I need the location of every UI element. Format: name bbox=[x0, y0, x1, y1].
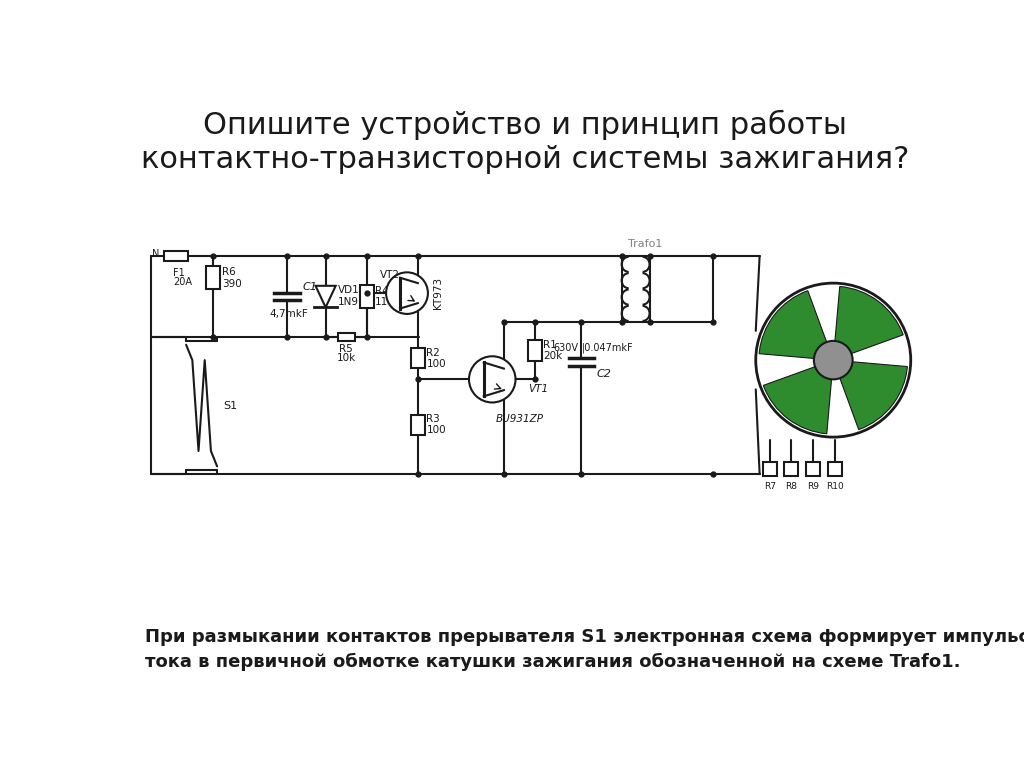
Text: 100: 100 bbox=[426, 359, 446, 369]
Bar bbox=[783, 462, 798, 475]
Text: 20k: 20k bbox=[544, 351, 562, 361]
Text: R1: R1 bbox=[544, 340, 557, 350]
Text: C2: C2 bbox=[597, 369, 611, 379]
Wedge shape bbox=[834, 286, 903, 360]
Text: 630V: 630V bbox=[553, 343, 579, 353]
Bar bbox=[411, 348, 425, 368]
Text: F1: F1 bbox=[173, 268, 184, 278]
Bar bbox=[411, 415, 425, 435]
Text: R10: R10 bbox=[826, 482, 844, 491]
Wedge shape bbox=[759, 290, 834, 360]
Text: 1N914: 1N914 bbox=[338, 297, 373, 307]
Bar bbox=[528, 339, 542, 361]
Text: R9: R9 bbox=[807, 482, 819, 491]
Text: VT2: VT2 bbox=[380, 270, 400, 280]
Text: контактно-транзисторной системы зажигания?: контактно-транзисторной системы зажигани… bbox=[140, 145, 909, 174]
Circle shape bbox=[814, 341, 853, 379]
Text: KT973: KT973 bbox=[432, 277, 442, 310]
Text: R6: R6 bbox=[222, 267, 236, 277]
Bar bbox=[164, 251, 188, 261]
Circle shape bbox=[756, 283, 910, 437]
Text: 10k: 10k bbox=[337, 353, 355, 362]
Bar bbox=[359, 285, 374, 308]
Bar bbox=[827, 462, 842, 475]
Wedge shape bbox=[834, 360, 907, 429]
Text: BU931ZP: BU931ZP bbox=[496, 415, 544, 425]
Text: 4,7mkF: 4,7mkF bbox=[269, 309, 308, 319]
Text: R5: R5 bbox=[339, 344, 353, 354]
Text: При размыкании контактов прерывателя S1 электронная схема формирует импульс элек: При размыкании контактов прерывателя S1 … bbox=[145, 628, 1024, 647]
Circle shape bbox=[386, 273, 428, 314]
Text: 110k: 110k bbox=[375, 297, 401, 307]
Text: 100: 100 bbox=[426, 425, 446, 435]
Text: 390: 390 bbox=[222, 279, 242, 289]
Text: R3: R3 bbox=[426, 415, 440, 425]
Polygon shape bbox=[315, 286, 336, 307]
Bar bbox=[338, 333, 354, 341]
Text: VT1: VT1 bbox=[528, 383, 549, 394]
Text: |0.047mkF: |0.047mkF bbox=[582, 343, 633, 353]
Text: R8: R8 bbox=[784, 482, 797, 491]
Text: VD1: VD1 bbox=[338, 286, 359, 296]
Wedge shape bbox=[763, 360, 834, 434]
Bar bbox=[763, 462, 776, 475]
Text: R2: R2 bbox=[426, 348, 440, 358]
Circle shape bbox=[469, 356, 515, 402]
Text: 20A: 20A bbox=[173, 277, 191, 287]
Text: тока в первичной обмотке катушки зажигания обозначенной на схеме Trafo1.: тока в первичной обмотке катушки зажиган… bbox=[145, 653, 961, 671]
Text: R4: R4 bbox=[375, 286, 389, 296]
Text: C1: C1 bbox=[302, 283, 317, 293]
Bar bbox=[206, 266, 220, 290]
Text: Опишите устройство и принцип работы: Опишите устройство и принцип работы bbox=[203, 110, 847, 141]
Text: R7: R7 bbox=[764, 482, 776, 491]
Text: S1: S1 bbox=[223, 401, 238, 411]
Text: N: N bbox=[153, 249, 160, 259]
Text: Trafo1: Trafo1 bbox=[628, 239, 663, 249]
Bar bbox=[806, 462, 820, 475]
